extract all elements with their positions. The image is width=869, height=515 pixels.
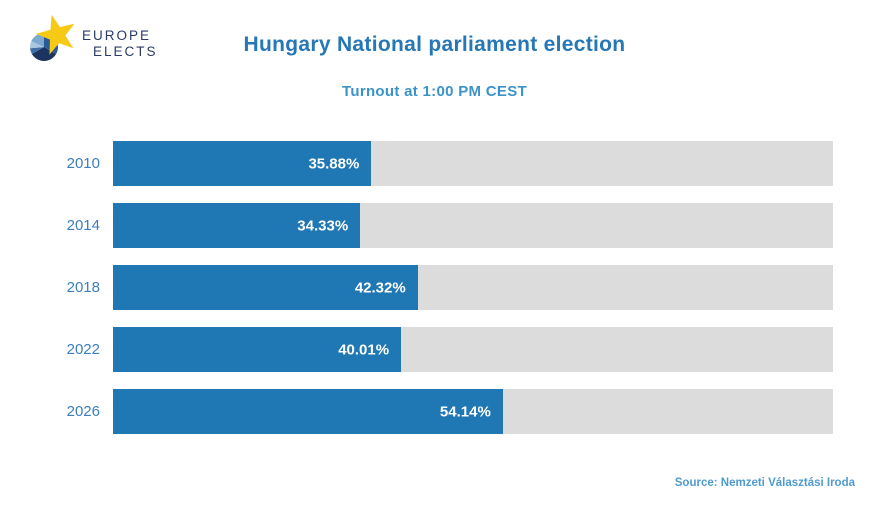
bar-track: 54.14% xyxy=(113,389,833,434)
bar-track: 34.33% xyxy=(113,203,833,248)
category-label: 2018 xyxy=(66,279,100,296)
bar: 54.14% xyxy=(113,389,503,434)
bar-track: 40.01% xyxy=(113,327,833,372)
category-label: 2026 xyxy=(66,403,100,420)
bar-row: 2018 42.32% xyxy=(55,265,833,310)
logo-line-elects: ELECTS xyxy=(93,44,158,59)
star-icon xyxy=(36,14,75,55)
bar: 34.33% xyxy=(113,203,361,248)
logo-wordmark: EUROPE ELECTS xyxy=(82,28,158,60)
bar-row: 2026 54.14% xyxy=(55,389,833,434)
logo-line-europe: EUROPE xyxy=(82,28,152,43)
value-label: 54.14% xyxy=(439,403,491,420)
source-note: Source: Nemzeti Választási Iroda xyxy=(674,477,855,489)
page-subtitle: Turnout at 1:00 PM CEST xyxy=(342,83,527,100)
bar-track: 42.32% xyxy=(113,265,833,310)
europe-elects-logo: EUROPE ELECTS xyxy=(28,13,218,75)
bar: 35.88% xyxy=(113,141,372,186)
page-title: Hungary National parliament election xyxy=(243,33,626,56)
value-label: 40.01% xyxy=(338,341,390,358)
value-label: 35.88% xyxy=(308,155,360,172)
bar: 40.01% xyxy=(113,327,402,372)
category-label: 2010 xyxy=(66,155,100,172)
category-label: 2014 xyxy=(66,217,100,234)
bar-chart: 2010 35.88% 2014 34.33% 2018 42.32% 2022 40.01%… xyxy=(55,141,833,451)
category-label: 2022 xyxy=(66,341,100,358)
bar: 42.32% xyxy=(113,265,418,310)
bar-row: 2022 40.01% xyxy=(55,327,833,372)
pie-and-star-icon xyxy=(29,14,75,61)
bar-track: 35.88% xyxy=(113,141,833,186)
value-label: 34.33% xyxy=(297,217,349,234)
bar-row: 2010 35.88% xyxy=(55,141,833,186)
value-label: 42.32% xyxy=(354,279,406,296)
bar-row: 2014 34.33% xyxy=(55,203,833,248)
